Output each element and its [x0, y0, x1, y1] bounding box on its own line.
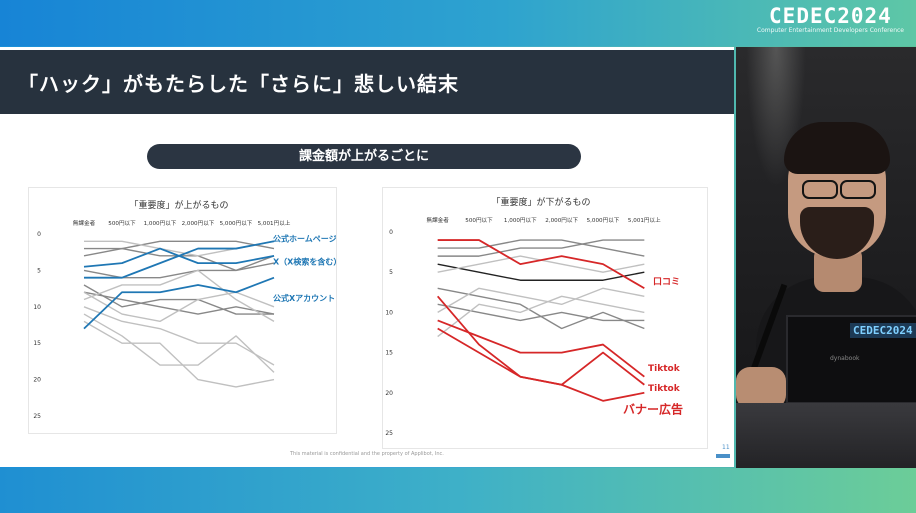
presentation-slide: 「ハック」がもたらした「さらに」悲しい結末 課金額が上がるごとに 「重要度」が上…: [0, 47, 734, 467]
slide-header: 「ハック」がもたらした「さらに」悲しい結末: [0, 50, 734, 114]
x-tick-label: 無課金者: [426, 216, 449, 224]
series-line-highlight: [436, 295, 645, 402]
x-tick-label: 500円以下: [108, 220, 136, 227]
podium-desk: [736, 403, 916, 468]
y-tick-label: 10: [33, 304, 41, 311]
logo-text: CEDEC2024: [769, 4, 892, 28]
series-annotation: バナー広告: [623, 402, 683, 417]
series-line-highlight: [437, 327, 645, 386]
y-tick-label: 0: [37, 231, 41, 238]
y-tick-label: 10: [385, 309, 393, 316]
cedec-logo: CEDEC2024 Computer Entertainment Develop…: [757, 5, 904, 35]
y-tick-label: 15: [385, 350, 393, 357]
series-line-highlight: [83, 247, 275, 268]
x-tick-label: 2,000円以下: [545, 217, 578, 224]
chart-title: 「重要度」が上がるもの: [129, 199, 228, 211]
series-annotation: Tiktok: [648, 384, 681, 394]
series-line: [83, 291, 275, 323]
y-tick-label: 5: [37, 267, 41, 274]
series-line: [437, 287, 645, 330]
glasses-icon: [798, 180, 878, 199]
series-line-highlight: [83, 276, 275, 330]
chart-panel-up: 「重要度」が上がるもの無課金者 500円以下 1,000円以下 2,000円以下 5,0…: [28, 187, 341, 434]
series-line-highlight: [437, 319, 645, 378]
conference-header: CEDEC2024 Computer Entertainment Develop…: [0, 0, 916, 46]
logo-subtitle: Computer Entertainment Developers Confer…: [756, 27, 904, 34]
y-tick-label: 15: [33, 340, 41, 347]
series-annotation: 公式Xアカウント: [273, 293, 335, 303]
y-tick-label: 25: [33, 413, 41, 420]
series-line: [83, 255, 275, 279]
series-line: [437, 287, 645, 314]
y-tick-label: 20: [33, 377, 41, 384]
slide-title: 「ハック」がもたらした「さらに」悲しい結末: [18, 72, 459, 96]
series-annotation: 公式ホームページ: [273, 233, 336, 243]
y-tick-label: 0: [389, 229, 393, 236]
page-indicator: [716, 454, 730, 458]
series-line: [83, 320, 275, 388]
series-line-highlight: [437, 239, 645, 290]
x-tick-label: 5,001円以上: [258, 219, 291, 227]
laptop-brand: dynabook: [830, 355, 860, 362]
y-tick-label: 5: [389, 269, 393, 276]
x-tick-label: 無課金者: [73, 219, 96, 227]
page-number: 11: [722, 444, 730, 451]
confidential-note: This material is confidential and the pr…: [290, 451, 444, 457]
series-annotation: Tiktok: [648, 364, 681, 374]
x-tick-label: 2,000円以下: [182, 220, 215, 227]
speaker-video: CEDEC2024 dynabook: [736, 47, 916, 468]
series-line: [437, 239, 645, 257]
speaker-hair: [784, 122, 890, 174]
series-line: [83, 313, 275, 373]
series-line: [437, 239, 645, 257]
series-annotation: 口コミ: [653, 276, 680, 287]
y-tick-label: 20: [385, 390, 393, 397]
series-line: [83, 284, 274, 315]
series-line: [83, 269, 275, 322]
x-tick-label: 5,000円以下: [587, 217, 620, 224]
laptop-logo: CEDEC2024: [850, 323, 916, 338]
series-annotation: X（X検索を含む）: [273, 257, 336, 267]
conference-footer: [0, 468, 916, 513]
slide-subtitle-pill: 課金額が上がるごとに: [147, 144, 581, 169]
x-tick-label: 1,000円以下: [504, 217, 537, 224]
series-line: [83, 306, 275, 366]
x-tick-label: 5,001円以上: [628, 216, 661, 224]
series-line-highlight: [84, 240, 275, 279]
x-tick-label: 5,000円以下: [220, 220, 253, 227]
series-line: [437, 263, 645, 281]
series-line: [437, 295, 645, 338]
speaker-hand: [736, 367, 786, 409]
speaker-laptop: CEDEC2024 dynabook: [786, 315, 916, 404]
y-tick-label: 25: [385, 430, 393, 437]
x-tick-label: 1,000円以下: [144, 220, 177, 227]
series-line: [84, 240, 275, 250]
x-tick-label: 500円以下: [465, 217, 493, 224]
chart-title: 「重要度」が下がるもの: [491, 196, 590, 208]
chart-panel-down: 「重要度」が下がるもの無課金者 500円以下 1,000円以下 2,000円以下 5,0…: [382, 187, 708, 449]
